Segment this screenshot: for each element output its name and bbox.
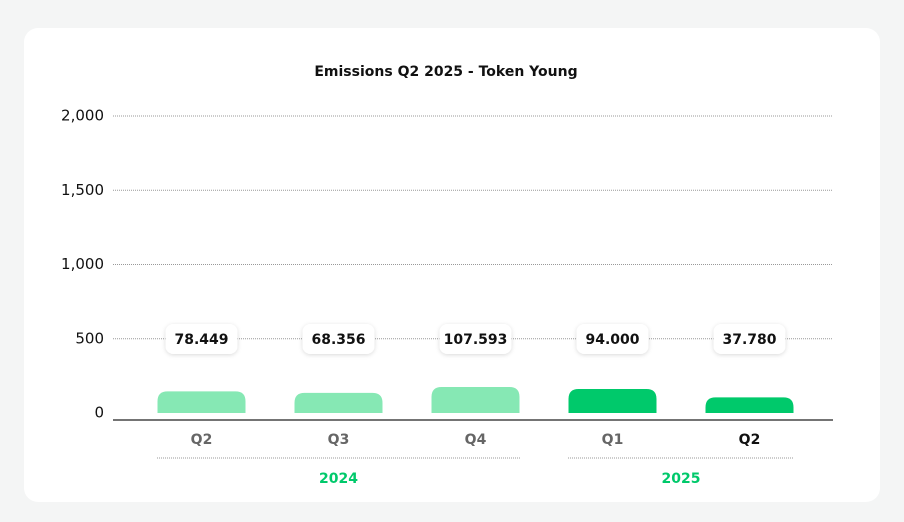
value-label: 37.780 (722, 332, 776, 348)
value-label-box (302, 324, 375, 354)
group-label: 2024 (319, 471, 358, 487)
bar (568, 389, 657, 413)
value-label-box (439, 324, 512, 354)
value-label-box (165, 324, 238, 354)
bar (705, 397, 794, 413)
y-tick-label: 0 (94, 404, 104, 422)
y-tick-label: 1,500 (61, 181, 104, 199)
y-tick-label: 500 (75, 329, 104, 347)
x-tick-label: Q1 (602, 432, 624, 448)
value-label: 107.593 (444, 332, 508, 348)
value-label: 94.000 (585, 332, 639, 348)
value-label: 68.356 (311, 332, 365, 348)
group-label: 2025 (662, 471, 701, 487)
value-label: 78.449 (174, 332, 228, 348)
y-tick-label: 1,000 (61, 255, 104, 273)
bar (431, 387, 520, 413)
x-tick-label: Q4 (465, 432, 487, 448)
chart-title: Emissions Q2 2025 - Token Young (314, 64, 577, 80)
x-tick-label: Q2 (739, 432, 761, 448)
x-tick-label: Q2 (191, 432, 213, 448)
value-label-box (576, 324, 649, 354)
bar (157, 391, 246, 413)
x-tick-label: Q3 (328, 432, 350, 448)
bar (294, 392, 383, 413)
y-tick-label: 2,000 (61, 107, 104, 125)
value-label-box (713, 324, 786, 354)
